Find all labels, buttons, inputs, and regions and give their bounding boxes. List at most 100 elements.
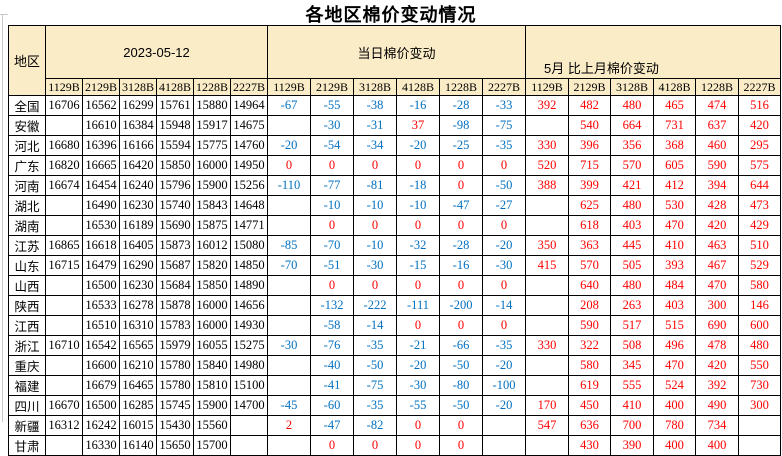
price-cell[interactable]: 16396	[82, 135, 120, 156]
price-cell[interactable]	[45, 315, 83, 336]
daily-change-cell[interactable]: -10	[310, 195, 354, 216]
monthly-change-cell[interactable]: 388	[525, 175, 569, 196]
price-cell[interactable]	[45, 355, 83, 376]
daily-change-cell[interactable]: -75	[482, 115, 526, 136]
daily-change-cell[interactable]: -14	[353, 315, 397, 336]
monthly-change-cell[interactable]	[525, 115, 569, 136]
price-cell[interactable]	[45, 275, 83, 296]
price-cell[interactable]: 14648	[230, 195, 268, 216]
monthly-change-cell[interactable]: 480	[610, 275, 654, 296]
monthly-change-cell[interactable]: 734	[695, 415, 739, 436]
daily-change-cell[interactable]: -47	[439, 195, 483, 216]
group-header-daily-change[interactable]: 当日棉价变动	[267, 25, 526, 79]
daily-change-cell[interactable]: -20	[396, 355, 440, 376]
monthly-change-cell[interactable]: 524	[653, 375, 696, 396]
grade-column-header[interactable]: 1129B	[525, 78, 569, 96]
price-cell[interactable]: 16562	[82, 95, 120, 116]
price-cell[interactable]: 15080	[230, 235, 268, 256]
monthly-change-cell[interactable]: 403	[610, 215, 654, 236]
price-cell[interactable]: 14675	[230, 115, 268, 136]
price-cell[interactable]: 15820	[193, 255, 231, 276]
region-cell[interactable]: 湖北	[8, 195, 46, 216]
daily-change-cell[interactable]: 0	[310, 275, 354, 296]
daily-change-cell[interactable]	[267, 295, 311, 316]
daily-change-cell[interactable]	[267, 275, 311, 296]
daily-change-cell[interactable]: 0	[396, 275, 440, 296]
daily-change-cell[interactable]: -67	[267, 95, 311, 116]
daily-change-cell[interactable]: 0	[439, 435, 483, 456]
price-cell[interactable]: 16618	[82, 235, 120, 256]
price-cell[interactable]: 16189	[119, 215, 157, 236]
daily-change-cell[interactable]: -18	[396, 175, 440, 196]
daily-change-cell[interactable]: -80	[439, 375, 483, 396]
daily-change-cell[interactable]: 0	[396, 435, 440, 456]
grade-column-header[interactable]: 1228B	[193, 78, 231, 96]
monthly-change-cell[interactable]: 467	[695, 255, 739, 276]
monthly-change-cell[interactable]: 690	[695, 315, 739, 336]
price-cell[interactable]: 15687	[156, 255, 194, 276]
grade-column-header[interactable]: 4128B	[653, 78, 696, 96]
price-cell[interactable]: 15761	[156, 95, 194, 116]
monthly-change-cell[interactable]	[525, 435, 569, 456]
daily-change-cell[interactable]	[267, 355, 311, 376]
grade-column-header[interactable]: 2129B	[310, 78, 354, 96]
price-cell[interactable]: 15594	[156, 135, 194, 156]
monthly-change-cell[interactable]	[738, 415, 781, 436]
monthly-change-cell[interactable]: 625	[568, 195, 611, 216]
daily-change-cell[interactable]: -27	[482, 195, 526, 216]
price-cell[interactable]: 15900	[193, 175, 231, 196]
monthly-change-cell[interactable]: 420	[695, 355, 739, 376]
monthly-change-cell[interactable]: 555	[610, 375, 654, 396]
daily-change-cell[interactable]: -20	[267, 135, 311, 156]
daily-change-cell[interactable]: 0	[482, 215, 526, 236]
monthly-change-cell[interactable]: 508	[610, 335, 654, 356]
monthly-change-cell[interactable]: 510	[738, 235, 781, 256]
price-cell[interactable]: 16312	[45, 415, 83, 436]
monthly-change-cell[interactable]	[525, 295, 569, 316]
price-cell[interactable]: 16542	[82, 335, 120, 356]
region-cell[interactable]: 新疆	[8, 415, 46, 436]
daily-change-cell[interactable]	[482, 415, 526, 436]
grade-column-header[interactable]: 2227B	[482, 78, 526, 96]
price-cell[interactable]: 15650	[156, 435, 194, 456]
daily-change-cell[interactable]: -16	[396, 95, 440, 116]
daily-change-cell[interactable]: 0	[310, 435, 354, 456]
price-cell[interactable]: 16230	[119, 275, 157, 296]
price-cell[interactable]: 14850	[230, 255, 268, 276]
monthly-change-cell[interactable]: 420	[695, 215, 739, 236]
monthly-change-cell[interactable]: 618	[568, 215, 611, 236]
daily-change-cell[interactable]: -16	[439, 255, 483, 276]
daily-change-cell[interactable]: -75	[353, 375, 397, 396]
daily-change-cell[interactable]: -10	[353, 235, 397, 256]
price-cell[interactable]: 16679	[82, 375, 120, 396]
price-cell[interactable]: 16710	[45, 335, 83, 356]
monthly-change-cell[interactable]: 403	[653, 295, 696, 316]
monthly-change-cell[interactable]: 390	[610, 435, 654, 456]
monthly-change-cell[interactable]: 490	[695, 395, 739, 416]
daily-change-cell[interactable]: -30	[353, 255, 397, 276]
monthly-change-cell[interactable]: 300	[738, 395, 781, 416]
monthly-change-cell[interactable]	[738, 435, 781, 456]
monthly-change-cell[interactable]: 590	[568, 315, 611, 336]
price-cell[interactable]: 14890	[230, 275, 268, 296]
daily-change-cell[interactable]: -111	[396, 295, 440, 316]
daily-change-cell[interactable]: 0	[439, 155, 483, 176]
daily-change-cell[interactable]: -132	[310, 295, 354, 316]
monthly-change-cell[interactable]: 392	[525, 95, 569, 116]
region-cell[interactable]: 河北	[8, 135, 46, 156]
monthly-change-cell[interactable]: 412	[653, 175, 696, 196]
monthly-change-cell[interactable]: 474	[695, 95, 739, 116]
daily-change-cell[interactable]	[267, 215, 311, 236]
price-cell[interactable]	[45, 435, 83, 456]
daily-change-cell[interactable]: -25	[439, 135, 483, 156]
daily-change-cell[interactable]: -35	[482, 135, 526, 156]
monthly-change-cell[interactable]: 350	[525, 235, 569, 256]
monthly-change-cell[interactable]: 515	[653, 315, 696, 336]
price-cell[interactable]: 16240	[119, 175, 157, 196]
daily-change-cell[interactable]: -51	[310, 255, 354, 276]
monthly-change-cell[interactable]: 516	[738, 95, 781, 116]
monthly-change-cell[interactable]: 529	[738, 255, 781, 276]
monthly-change-cell[interactable]: 415	[525, 255, 569, 276]
daily-change-cell[interactable]: -10	[396, 195, 440, 216]
daily-change-cell[interactable]	[482, 435, 526, 456]
